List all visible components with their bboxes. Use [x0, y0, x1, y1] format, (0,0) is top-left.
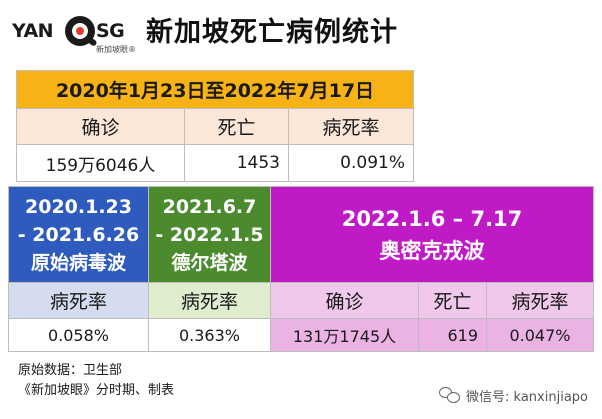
wave-delta-date-start: 2021.6.7 [162, 195, 257, 218]
wechat-id: 微信号: kanxinjiapo [439, 384, 588, 406]
wave-delta-date-end: - 2022.1.5 [155, 223, 264, 246]
overall-value-deaths: 1453 [185, 145, 289, 181]
wave-omicron-name: 奥密克戎波 [379, 238, 485, 263]
wave-original-date-end: - 2021.6.26 [17, 223, 140, 246]
logo-subtitle: 新加坡眼® [96, 45, 136, 54]
wave-delta-name: 德尔塔波 [171, 251, 248, 274]
waves-table: 2020.1.23 - 2021.6.26 原始病毒波 2021.6.7 - 2… [8, 186, 594, 352]
wave-omicron-deaths-header: 死亡 [419, 283, 487, 318]
wave-delta-header: 2021.6.7 - 2022.1.5 德尔塔波 [149, 187, 271, 283]
wave-omicron-dates: 2022.1.6 – 7.17 [341, 206, 523, 231]
overall-header-row: 确诊 死亡 病死率 [17, 109, 413, 145]
overall-header-fatality-rate: 病死率 [322, 117, 380, 139]
wave-original-rate-value: 0.058% [9, 319, 149, 351]
data-source: 原始数据：卫生部 [18, 363, 123, 378]
wave-omicron-confirmed-value: 131万1745人 [271, 319, 419, 351]
wechat-id-text: 微信号: kanxinjiapo [466, 389, 588, 405]
wave-original-date-start: 2020.1.23 [25, 195, 132, 218]
wave-omicron-header: 2022.1.6 – 7.17 奥密克戎波 [271, 187, 593, 283]
wave-original-header: 2020.1.23 - 2021.6.26 原始病毒波 [9, 187, 149, 283]
logo: YAN SG 新加坡眼® [12, 14, 136, 58]
waves-header-row: 病死率 病死率 确诊 死亡 病死率 [9, 283, 593, 319]
wave-delta-rate-header: 病死率 [149, 283, 271, 318]
wave-delta-rate-value: 0.363% [149, 319, 271, 351]
wave-omicron-confirmed-header: 确诊 [271, 283, 419, 318]
page-title: 新加坡死亡病例统计 [146, 17, 398, 48]
overall-table: 2020年1月23日至2022年7月17日 确诊 死亡 病死率 159万6046… [16, 70, 414, 182]
wave-original-rate-header: 病死率 [9, 283, 149, 318]
wave-omicron-deaths-value: 619 [419, 319, 487, 351]
eye-icon [65, 16, 98, 47]
overall-header-confirmed: 确诊 [17, 109, 185, 144]
overall-period-banner: 2020年1月23日至2022年7月17日 [17, 71, 413, 109]
waves-value-row: 0.058% 0.363% 131万1745人 619 0.047% [9, 319, 593, 351]
overall-header-deaths: 死亡 [185, 109, 289, 144]
overall-value-row: 159万6046人 1453 0.091% [17, 145, 413, 181]
wave-omicron-rate-value: 0.047% [487, 319, 593, 351]
wave-omicron-rate-header: 病死率 [487, 283, 593, 318]
wechat-icon [439, 386, 461, 404]
wave-original-name: 原始病毒波 [30, 251, 126, 274]
credit-line: 《新加坡眼》分时期、制表 [18, 383, 175, 398]
overall-value-confirmed: 159万6046人 [17, 145, 185, 181]
logo-right-text: SG [96, 20, 125, 42]
overall-value-fatality-rate: 0.091% [340, 153, 405, 173]
header: YAN SG 新加坡眼® 新加坡死亡病例统计 [0, 0, 602, 68]
logo-left-text: YAN [12, 20, 54, 42]
